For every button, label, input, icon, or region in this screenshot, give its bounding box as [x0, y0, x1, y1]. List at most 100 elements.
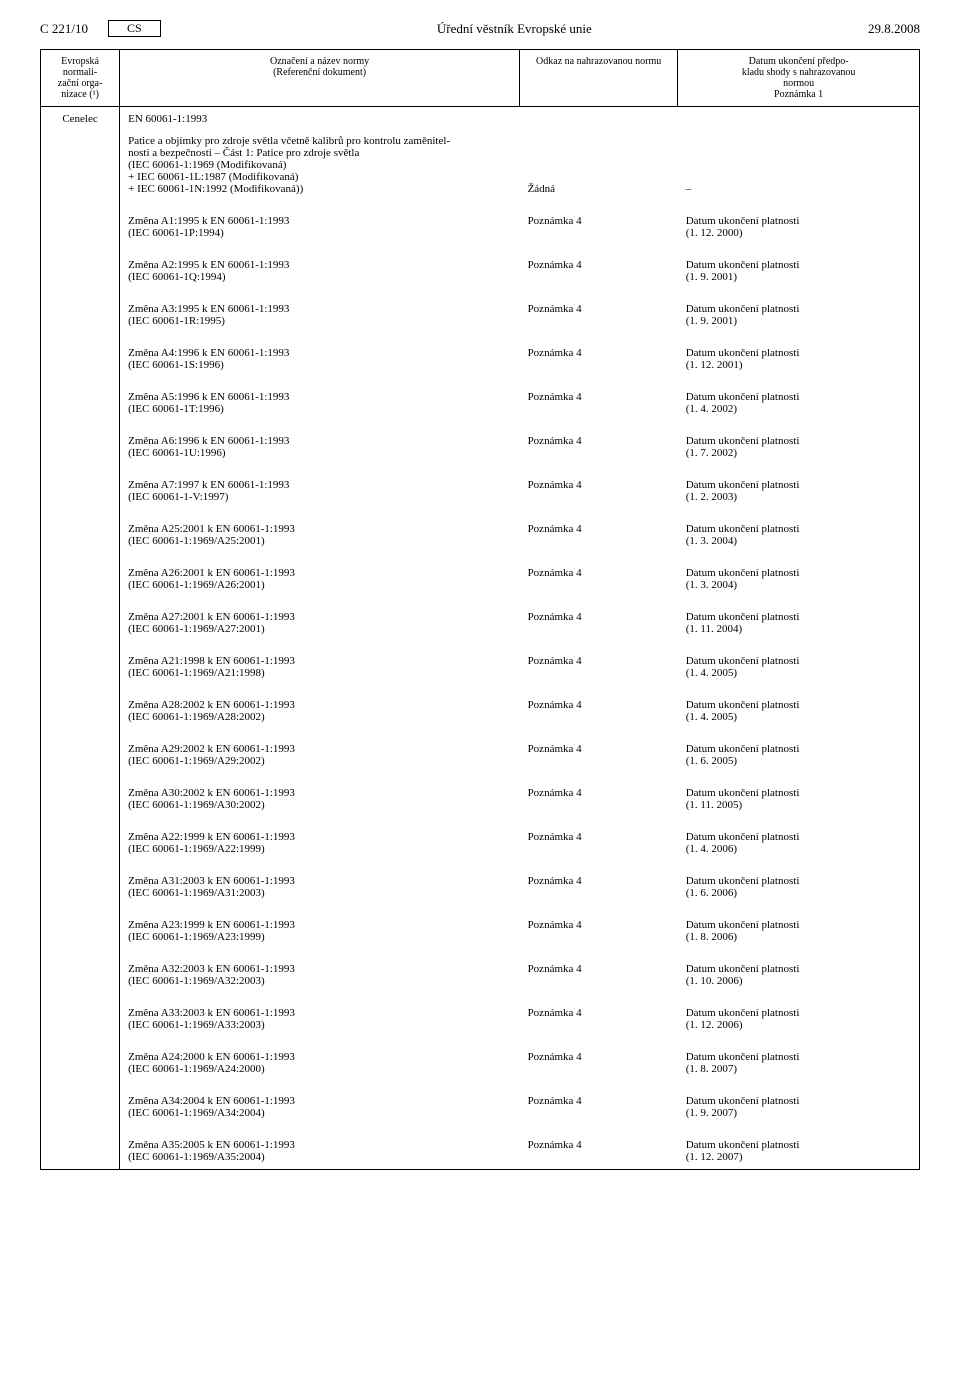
- amendment-title: Změna A3:1995 k EN 60061-1:1993: [128, 303, 511, 315]
- amendment-ref-cell: Poznámka 4: [520, 201, 678, 245]
- base-standard-code: EN 60061-1:1993: [128, 113, 511, 125]
- amendment-sub: (IEC 60061-1:1969/A30:2002): [128, 799, 511, 811]
- col-header-title: Označení a název normy (Referenční dokum…: [120, 50, 519, 106]
- amendment-row: Změna A3:1995 k EN 60061-1:1993(IEC 6006…: [120, 289, 919, 333]
- amendment-date-cell: Datum ukončení platnosti (1. 11. 2004): [678, 597, 919, 641]
- amendment-sub: (IEC 60061-1S:1996): [128, 359, 511, 371]
- standard-content-cell: EN 60061-1:1993 Patice a objímky pro zdr…: [120, 107, 920, 1170]
- amendment-date-cell: Datum ukončení platnosti (1. 4. 2005): [678, 685, 919, 729]
- amendment-date-cell: Datum ukončení platnosti (1. 11. 2005): [678, 773, 919, 817]
- col-header-date: Datum ukončení předpo- kladu shody s nah…: [678, 50, 919, 106]
- amendment-row: Změna A22:1999 k EN 60061-1:1993(IEC 600…: [120, 817, 919, 861]
- amendment-row: Změna A34:2004 k EN 60061-1:1993(IEC 600…: [120, 1081, 919, 1125]
- amendment-title: Změna A4:1996 k EN 60061-1:1993: [128, 347, 511, 359]
- amendment-title-cell: Změna A4:1996 k EN 60061-1:1993(IEC 6006…: [120, 333, 519, 377]
- amendment-ref-cell: Poznámka 4: [520, 465, 678, 509]
- amendment-row: Změna A1:1995 k EN 60061-1:1993(IEC 6006…: [120, 201, 919, 245]
- amendment-title-cell: Změna A6:1996 k EN 60061-1:1993(IEC 6006…: [120, 421, 519, 465]
- base-standard-row: EN 60061-1:1993 Patice a objímky pro zdr…: [120, 107, 919, 201]
- amendment-date-cell: Datum ukončení platnosti (1. 10. 2006): [678, 949, 919, 993]
- amendment-sub: (IEC 60061-1:1969/A33:2003): [128, 1019, 511, 1031]
- amendment-sub: (IEC 60061-1:1969/A29:2002): [128, 755, 511, 767]
- amendment-date-cell: Datum ukončení platnosti (1. 8. 2006): [678, 905, 919, 949]
- amendment-sub: (IEC 60061-1:1969/A28:2002): [128, 711, 511, 723]
- amendment-title: Změna A25:2001 k EN 60061-1:1993: [128, 523, 511, 535]
- base-ref-cell: Žádná: [520, 107, 678, 201]
- amendment-row: Změna A26:2001 k EN 60061-1:1993(IEC 600…: [120, 553, 919, 597]
- amendment-title-cell: Změna A22:1999 k EN 60061-1:1993(IEC 600…: [120, 817, 519, 861]
- amendment-title: Změna A35:2005 k EN 60061-1:1993: [128, 1139, 511, 1151]
- col-header-date-text: Datum ukončení předpo- kladu shody s nah…: [742, 56, 856, 100]
- amendment-title-cell: Změna A24:2000 k EN 60061-1:1993(IEC 600…: [120, 1037, 519, 1081]
- amendment-sub: (IEC 60061-1:1969/A26:2001): [128, 579, 511, 591]
- amendment-sub: (IEC 60061-1:1969/A27:2001): [128, 623, 511, 635]
- header-content-cell: Označení a název normy (Referenční dokum…: [120, 50, 920, 107]
- col-header-ref-text: Odkaz na nahrazovanou normu: [536, 56, 661, 67]
- inner-content-table: EN 60061-1:1993 Patice a objímky pro zdr…: [120, 107, 919, 1169]
- amendment-title: Změna A7:1997 k EN 60061-1:1993: [128, 479, 511, 491]
- header-left: C 221/10 CS: [40, 20, 161, 37]
- amendment-sub: (IEC 60061-1:1969/A22:1999): [128, 843, 511, 855]
- amendment-title-cell: Změna A7:1997 k EN 60061-1:1993(IEC 6006…: [120, 465, 519, 509]
- amendment-row: Změna A29:2002 k EN 60061-1:1993(IEC 600…: [120, 729, 919, 773]
- standard-row: Cenelec EN 60061-1:1993 Patice a objímky…: [41, 107, 920, 1170]
- amendment-row: Změna A6:1996 k EN 60061-1:1993(IEC 6006…: [120, 421, 919, 465]
- amendment-title: Změna A24:2000 k EN 60061-1:1993: [128, 1051, 511, 1063]
- amendment-sub: (IEC 60061-1:1969/A35:2004): [128, 1151, 511, 1163]
- amendment-sub: (IEC 60061-1:1969/A25:2001): [128, 535, 511, 547]
- amendment-title-cell: Změna A32:2003 k EN 60061-1:1993(IEC 600…: [120, 949, 519, 993]
- amendment-ref-cell: Poznámka 4: [520, 333, 678, 377]
- base-date-text: –: [686, 183, 692, 195]
- amendment-ref-cell: Poznámka 4: [520, 1125, 678, 1169]
- amendment-date-cell: Datum ukončení platnosti (1. 12. 2007): [678, 1125, 919, 1169]
- amendment-title-cell: Změna A21:1998 k EN 60061-1:1993(IEC 600…: [120, 641, 519, 685]
- base-date-cell: –: [678, 107, 919, 201]
- amendment-sub: (IEC 60061-1:1969/A31:2003): [128, 887, 511, 899]
- amendment-row: Změna A23:1999 k EN 60061-1:1993(IEC 600…: [120, 905, 919, 949]
- standards-table: Evropská normali- zační orga- nizace (¹)…: [40, 49, 920, 1170]
- amendment-sub: (IEC 60061-1:1969/A34:2004): [128, 1107, 511, 1119]
- amendment-title-cell: Změna A25:2001 k EN 60061-1:1993(IEC 600…: [120, 509, 519, 553]
- amendment-date-cell: Datum ukončení platnosti (1. 6. 2006): [678, 861, 919, 905]
- amendment-date-cell: Datum ukončení platnosti (1. 9. 2001): [678, 289, 919, 333]
- amendment-ref-cell: Poznámka 4: [520, 1037, 678, 1081]
- amendment-title-cell: Změna A2:1995 k EN 60061-1:1993(IEC 6006…: [120, 245, 519, 289]
- amendment-ref-cell: Poznámka 4: [520, 289, 678, 333]
- amendment-ref-cell: Poznámka 4: [520, 729, 678, 773]
- page-header: C 221/10 CS Úřední věstník Evropské unie…: [40, 20, 920, 37]
- amendment-date-cell: Datum ukončení platnosti (1. 12. 2000): [678, 201, 919, 245]
- amendment-ref-cell: Poznámka 4: [520, 245, 678, 289]
- amendment-date-cell: Datum ukončení platnosti (1. 3. 2004): [678, 553, 919, 597]
- amendment-title-cell: Změna A1:1995 k EN 60061-1:1993(IEC 6006…: [120, 201, 519, 245]
- amendment-date-cell: Datum ukončení platnosti (1. 4. 2005): [678, 641, 919, 685]
- amendment-ref-cell: Poznámka 4: [520, 773, 678, 817]
- amendment-title-cell: Změna A23:1999 k EN 60061-1:1993(IEC 600…: [120, 905, 519, 949]
- amendment-ref-cell: Poznámka 4: [520, 949, 678, 993]
- amendment-title: Změna A34:2004 k EN 60061-1:1993: [128, 1095, 511, 1107]
- amendment-title: Změna A33:2003 k EN 60061-1:1993: [128, 1007, 511, 1019]
- amendment-ref-cell: Poznámka 4: [520, 421, 678, 465]
- amendment-title-cell: Změna A27:2001 k EN 60061-1:1993(IEC 600…: [120, 597, 519, 641]
- amendment-row: Změna A32:2003 k EN 60061-1:1993(IEC 600…: [120, 949, 919, 993]
- amendment-date-cell: Datum ukončení platnosti (1. 3. 2004): [678, 509, 919, 553]
- org-cell: Cenelec: [41, 107, 120, 1170]
- amendment-date-cell: Datum ukončení platnosti (1. 4. 2002): [678, 377, 919, 421]
- amendment-date-cell: Datum ukončení platnosti (1. 12. 2006): [678, 993, 919, 1037]
- amendment-title: Změna A28:2002 k EN 60061-1:1993: [128, 699, 511, 711]
- amendment-title-cell: Změna A34:2004 k EN 60061-1:1993(IEC 600…: [120, 1081, 519, 1125]
- base-standard-desc: Patice a objímky pro zdroje světla včetn…: [128, 135, 511, 195]
- amendment-row: Změna A28:2002 k EN 60061-1:1993(IEC 600…: [120, 685, 919, 729]
- amendment-date-cell: Datum ukončení platnosti (1. 6. 2005): [678, 729, 919, 773]
- amendment-row: Změna A31:2003 k EN 60061-1:1993(IEC 600…: [120, 861, 919, 905]
- amendment-title: Změna A6:1996 k EN 60061-1:1993: [128, 435, 511, 447]
- amendment-sub: (IEC 60061-1:1969/A21:1998): [128, 667, 511, 679]
- amendment-sub: (IEC 60061-1:1969/A32:2003): [128, 975, 511, 987]
- amendment-date-cell: Datum ukončení platnosti (1. 7. 2002): [678, 421, 919, 465]
- amendment-title: Změna A26:2001 k EN 60061-1:1993: [128, 567, 511, 579]
- amendment-row: Změna A4:1996 k EN 60061-1:1993(IEC 6006…: [120, 333, 919, 377]
- amendment-title-cell: Změna A33:2003 k EN 60061-1:1993(IEC 600…: [120, 993, 519, 1037]
- publication-date: 29.8.2008: [868, 21, 920, 37]
- col-header-org-text: Evropská normali- zační orga- nizace (¹): [58, 56, 103, 100]
- base-title-cell: EN 60061-1:1993 Patice a objímky pro zdr…: [120, 107, 519, 201]
- table-header-row: Evropská normali- zační orga- nizace (¹)…: [41, 50, 920, 107]
